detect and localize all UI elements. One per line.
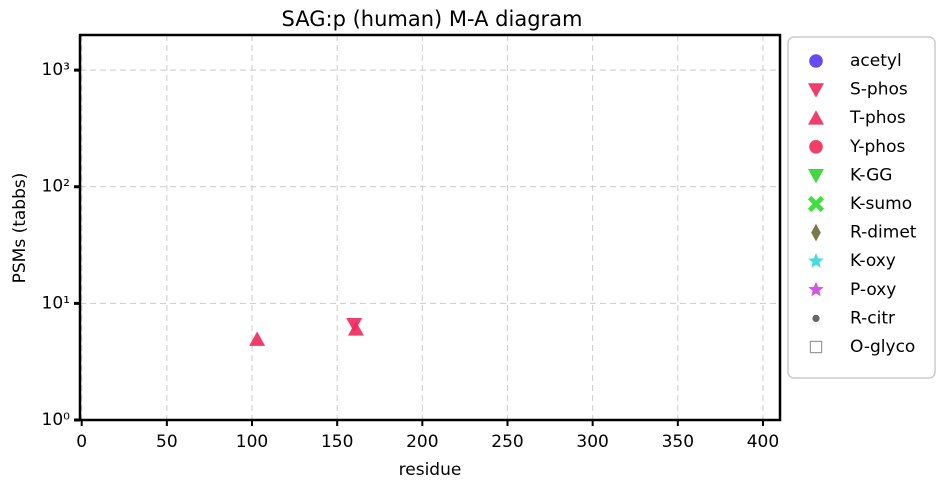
legend-marker xyxy=(812,314,820,322)
y-axis-label: PSMs (tabbs) xyxy=(10,173,30,284)
x-tick-label: 200 xyxy=(406,432,438,452)
x-tick-label: 250 xyxy=(491,432,523,452)
legend-label: K-sumo xyxy=(850,194,912,214)
legend-label: K-GG xyxy=(850,165,892,185)
legend-box xyxy=(787,36,936,379)
legend-label: K-oxy xyxy=(850,251,896,271)
data-point xyxy=(249,331,266,346)
legend-label: P-oxy xyxy=(850,280,896,300)
x-axis-label: residue xyxy=(399,460,462,480)
plot-frame xyxy=(78,33,782,422)
legend-marker xyxy=(808,253,824,268)
x-tick-label: 50 xyxy=(156,432,178,452)
legend-marker xyxy=(809,340,823,354)
legend-label: acetyl xyxy=(850,51,902,71)
chart-title: SAG:p (human) M-A diagram xyxy=(282,7,583,31)
legend-label: Y-phos xyxy=(849,137,905,157)
x-tick-label: 350 xyxy=(662,432,694,452)
y-tick-label: 10³ xyxy=(42,60,70,80)
y-tick-label: 10⁰ xyxy=(42,410,71,430)
legend-marker xyxy=(811,223,821,242)
legend-marker xyxy=(808,169,824,184)
legend-marker xyxy=(809,54,823,68)
legend-label: R-dimet xyxy=(850,223,917,243)
legend-marker xyxy=(809,140,823,154)
legend-marker xyxy=(808,83,824,98)
legend-label: T-phos xyxy=(849,108,906,128)
legend-label: O-glyco xyxy=(850,337,915,357)
x-tick-label: 300 xyxy=(576,432,608,452)
x-tick-label: 150 xyxy=(321,432,353,452)
legend-label: R-citr xyxy=(850,308,895,328)
y-tick-label: 10² xyxy=(42,177,70,197)
data-point xyxy=(347,321,364,336)
legend-marker xyxy=(808,281,824,297)
legend-marker xyxy=(807,195,825,213)
legend-marker xyxy=(808,110,824,125)
legend-label: S-phos xyxy=(850,80,908,100)
x-tick-label: 400 xyxy=(747,432,779,452)
x-tick-label: 100 xyxy=(236,432,268,452)
x-tick-label: 0 xyxy=(76,432,87,452)
y-tick-label: 10¹ xyxy=(42,293,70,313)
